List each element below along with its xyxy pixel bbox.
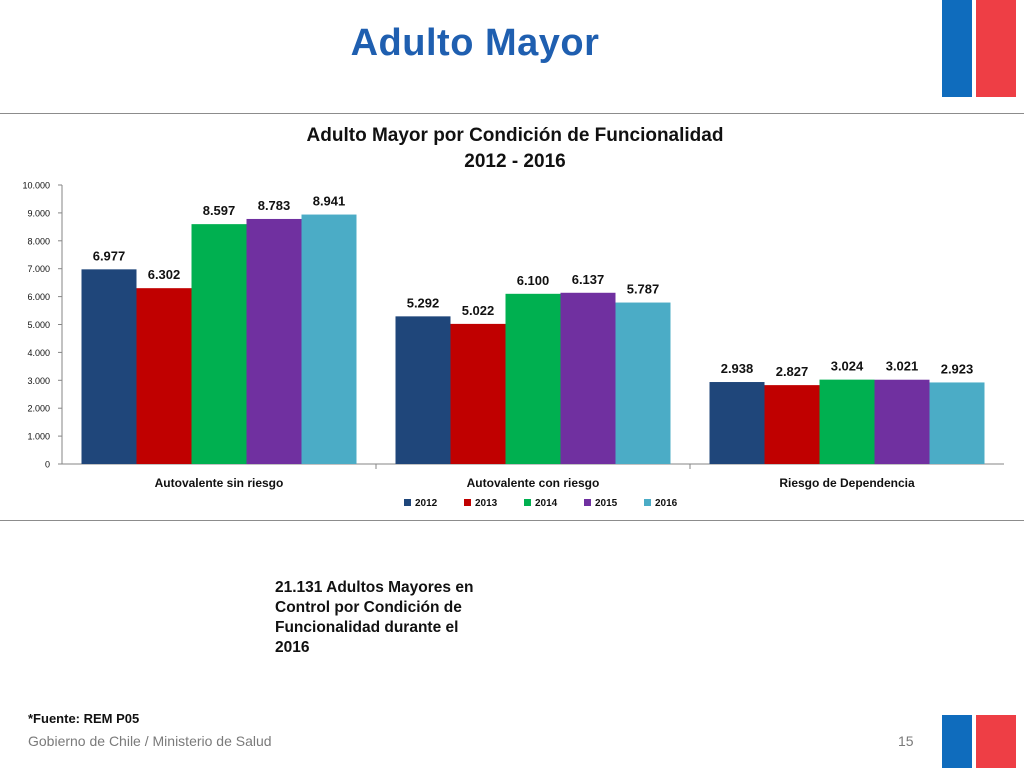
red-stripe (976, 0, 1016, 97)
bar-value-label: 6.302 (148, 267, 181, 282)
bar-2014 (505, 293, 561, 464)
bottom-divider (0, 520, 1024, 521)
bar-value-label: 8.597 (203, 203, 236, 218)
bar-2014 (819, 379, 875, 464)
bar-2016 (615, 302, 671, 464)
chart-title: Adulto Mayor por Condición de Funcionali… (307, 125, 724, 146)
bar-2015 (874, 379, 930, 464)
legend-label: 2013 (475, 498, 498, 509)
bar-2013 (450, 323, 506, 464)
y-tick-label: 3.000 (27, 376, 50, 386)
bar-chart: Adulto Mayor por Condición de Funcionali… (22, 125, 1004, 509)
x-category-label: Autovalente con riesgo (467, 476, 600, 490)
bar-value-label: 3.021 (886, 359, 919, 374)
legend-label: 2012 (415, 498, 438, 509)
chart-subtitle: 2012 - 2016 (464, 151, 565, 172)
bar-2012 (395, 316, 451, 464)
bar-2012 (709, 382, 765, 464)
blue-stripe (942, 715, 972, 768)
bar-value-label: 2.827 (776, 364, 809, 379)
bar-2014 (191, 224, 247, 464)
slide-title: Adulto Mayor (350, 22, 600, 64)
legend-swatch-2016 (644, 499, 651, 506)
bar-value-label: 6.137 (572, 272, 605, 287)
y-tick-label: 9.000 (27, 208, 50, 218)
bar-value-label: 6.100 (517, 273, 550, 288)
x-category-label: Autovalente sin riesgo (155, 476, 284, 490)
bar-value-label: 5.292 (407, 295, 440, 310)
blue-stripe (942, 0, 972, 97)
top-divider (0, 113, 1024, 114)
y-tick-label: 8.000 (27, 236, 50, 246)
chile-flag-stripes-bottom (942, 715, 1016, 768)
y-tick-label: 7.000 (27, 264, 50, 274)
y-tick-label: 1.000 (27, 432, 50, 442)
bar-2015 (560, 292, 616, 464)
legend-swatch-2012 (404, 499, 411, 506)
bar-2013 (764, 385, 820, 464)
chile-flag-stripes-top (942, 0, 1016, 97)
bar-value-label: 5.787 (627, 282, 660, 297)
y-tick-label: 6.000 (27, 292, 50, 302)
bar-value-label: 2.938 (721, 361, 754, 376)
legend-swatch-2014 (524, 499, 531, 506)
bar-value-label: 5.022 (462, 303, 495, 318)
footer-text: Gobierno de Chile / Ministerio de Salud (28, 733, 272, 749)
legend-label: 2014 (535, 498, 558, 509)
bar-value-label: 8.783 (258, 198, 291, 213)
legend-swatch-2013 (464, 499, 471, 506)
bar-2016 (301, 214, 357, 464)
bar-value-label: 3.024 (831, 359, 864, 374)
page-number: 15 (898, 733, 914, 749)
y-tick-label: 4.000 (27, 348, 50, 358)
legend-swatch-2015 (584, 499, 591, 506)
y-tick-label: 5.000 (27, 320, 50, 330)
bar-2015 (246, 218, 302, 464)
y-tick-label: 0 (45, 460, 50, 470)
bar-value-label: 8.941 (313, 194, 346, 209)
legend-label: 2015 (595, 498, 618, 509)
bar-2012 (81, 269, 137, 464)
legend-label: 2016 (655, 498, 678, 509)
y-tick-label: 2.000 (27, 404, 50, 414)
bar-value-label: 2.923 (941, 361, 974, 376)
source-note: *Fuente: REM P05 (28, 711, 140, 726)
bar-2016 (929, 382, 985, 464)
summary-note: 21.131 Adultos Mayores en Control por Co… (275, 579, 474, 656)
red-stripe (976, 715, 1016, 768)
bar-value-label: 6.977 (93, 248, 126, 263)
x-category-label: Riesgo de Dependencia (779, 476, 915, 490)
y-tick-label: 10.000 (22, 181, 50, 191)
bar-2013 (136, 288, 192, 464)
